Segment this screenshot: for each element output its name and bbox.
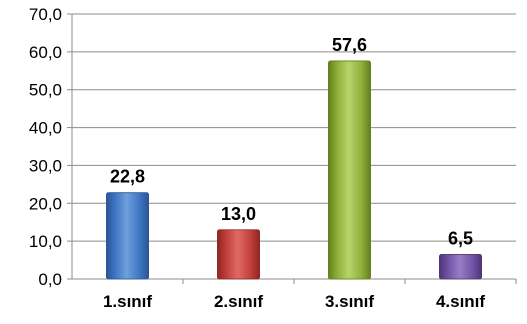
bar-2	[217, 229, 260, 280]
y-tick-label: 40,0	[29, 119, 62, 138]
x-category-label-3: 3.sınıf	[325, 292, 374, 311]
bar-1	[106, 192, 149, 280]
y-tick-label: 10,0	[29, 232, 62, 251]
bars	[106, 60, 482, 280]
y-tick-label: 20,0	[29, 194, 62, 213]
y-tick-label: 70,0	[29, 5, 62, 24]
x-category-label-4: 4.sınıf	[436, 292, 485, 311]
y-tick-label: 0,0	[38, 270, 62, 289]
data-label-4: 6,5	[448, 228, 473, 248]
y-tick-label: 50,0	[29, 81, 62, 100]
x-category-label-2: 2.sınıf	[214, 292, 263, 311]
y-tick-label: 30,0	[29, 156, 62, 175]
data-label-1: 22,8	[110, 167, 145, 187]
bar-3	[328, 60, 371, 280]
y-tick-label: 60,0	[29, 43, 62, 62]
bar-4	[439, 253, 482, 280]
y-axis-ticks: 0,0 10,0 20,0 30,0 40,0 50,0 60,0 70,0	[29, 5, 72, 289]
x-axis-categories: 1.sınıf 2.sınıf 3.sınıf 4.sınıf	[103, 279, 517, 311]
data-label-2: 13,0	[221, 204, 256, 224]
x-category-label-1: 1.sınıf	[103, 292, 152, 311]
data-labels: 22,8 13,0 57,6 6,5	[110, 35, 473, 248]
data-label-3: 57,6	[332, 35, 367, 55]
